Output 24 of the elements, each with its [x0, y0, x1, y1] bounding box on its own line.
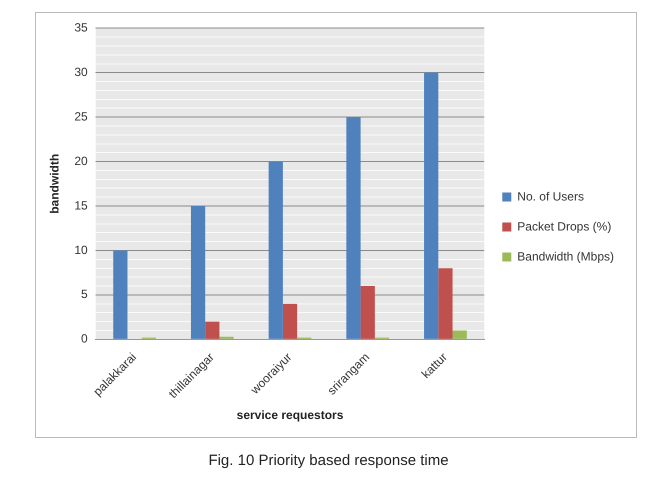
- legend-label: Bandwidth (Mbps): [517, 249, 614, 264]
- y-tick-label: 20: [74, 154, 88, 168]
- bar: [205, 322, 220, 339]
- y-axis-title: bandwidth: [48, 154, 62, 214]
- bar: [268, 162, 283, 339]
- y-tick-label: 0: [81, 332, 88, 346]
- legend-label: Packet Drops (%): [517, 219, 612, 234]
- bar: [360, 286, 375, 339]
- bar: [424, 72, 438, 339]
- y-tick-label: 10: [74, 242, 88, 257]
- bar: [438, 268, 453, 339]
- y-tick-label: 5: [81, 287, 88, 302]
- y-tick-label: 30: [74, 64, 88, 79]
- bar: [346, 117, 361, 339]
- y-tick-label: 25: [74, 109, 88, 124]
- bar: [452, 330, 467, 339]
- bar: [190, 206, 206, 339]
- y-tick-label: 15: [74, 198, 88, 212]
- caption: Fig. 10 Priority based response time: [207, 452, 450, 469]
- bar: [113, 250, 128, 339]
- x-axis-title: service requestors: [236, 408, 344, 422]
- bar: [282, 304, 298, 339]
- y-tick-label: 35: [74, 20, 88, 35]
- legend-label: No. of Users: [517, 189, 584, 204]
